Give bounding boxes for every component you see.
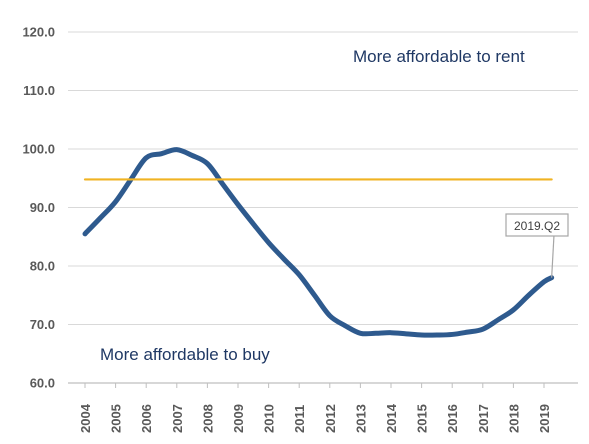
x-tick-label: 2018 (506, 404, 521, 433)
x-tick-label: 2016 (445, 404, 460, 433)
x-axis: 2004 2005 2006 2007 2008 2009 2010 2011 2012 2013… (78, 383, 552, 433)
y-tick-label: 80.0 (30, 259, 55, 274)
callout-leader-line (551, 234, 555, 278)
series-line-affordability (82, 147, 555, 338)
annotation-buy: More affordable to buy (100, 345, 270, 364)
y-tick-label: 70.0 (30, 317, 55, 332)
y-tick-label: 90.0 (30, 200, 55, 215)
x-tick-label: 2015 (415, 404, 430, 433)
x-tick-label: 2009 (231, 404, 246, 433)
annotation-rent: More affordable to rent (353, 47, 525, 66)
x-tick-label: 2017 (476, 404, 491, 433)
y-tick-label: 100.0 (22, 142, 55, 157)
x-tick-label: 2014 (384, 403, 399, 433)
x-tick-label: 2013 (353, 404, 368, 433)
callout-label: 2019.Q2 (514, 219, 560, 233)
y-axis: 60.0 70.0 80.0 90.0 100.0 110.0 120.0 (22, 25, 55, 391)
x-tick-label: 2011 (292, 405, 307, 433)
y-tick-label: 120.0 (22, 25, 55, 40)
x-tick-label: 2005 (109, 404, 124, 433)
series-lines (82, 147, 555, 338)
x-tick-label: 2007 (170, 404, 185, 433)
x-tick-label: 2008 (200, 404, 215, 433)
x-tick-label: 2019 (537, 404, 552, 433)
y-tick-label: 60.0 (30, 376, 55, 391)
x-tick-label: 2006 (139, 404, 154, 433)
grid-lines (68, 31, 578, 384)
x-tick-label: 2010 (262, 404, 277, 433)
y-tick-label: 110.0 (23, 83, 55, 98)
x-tick-label: 2004 (78, 403, 93, 433)
x-tick-label: 2012 (323, 404, 338, 433)
callout-2019-q2: 2019.Q2 (505, 213, 569, 278)
callout-box (505, 213, 569, 237)
